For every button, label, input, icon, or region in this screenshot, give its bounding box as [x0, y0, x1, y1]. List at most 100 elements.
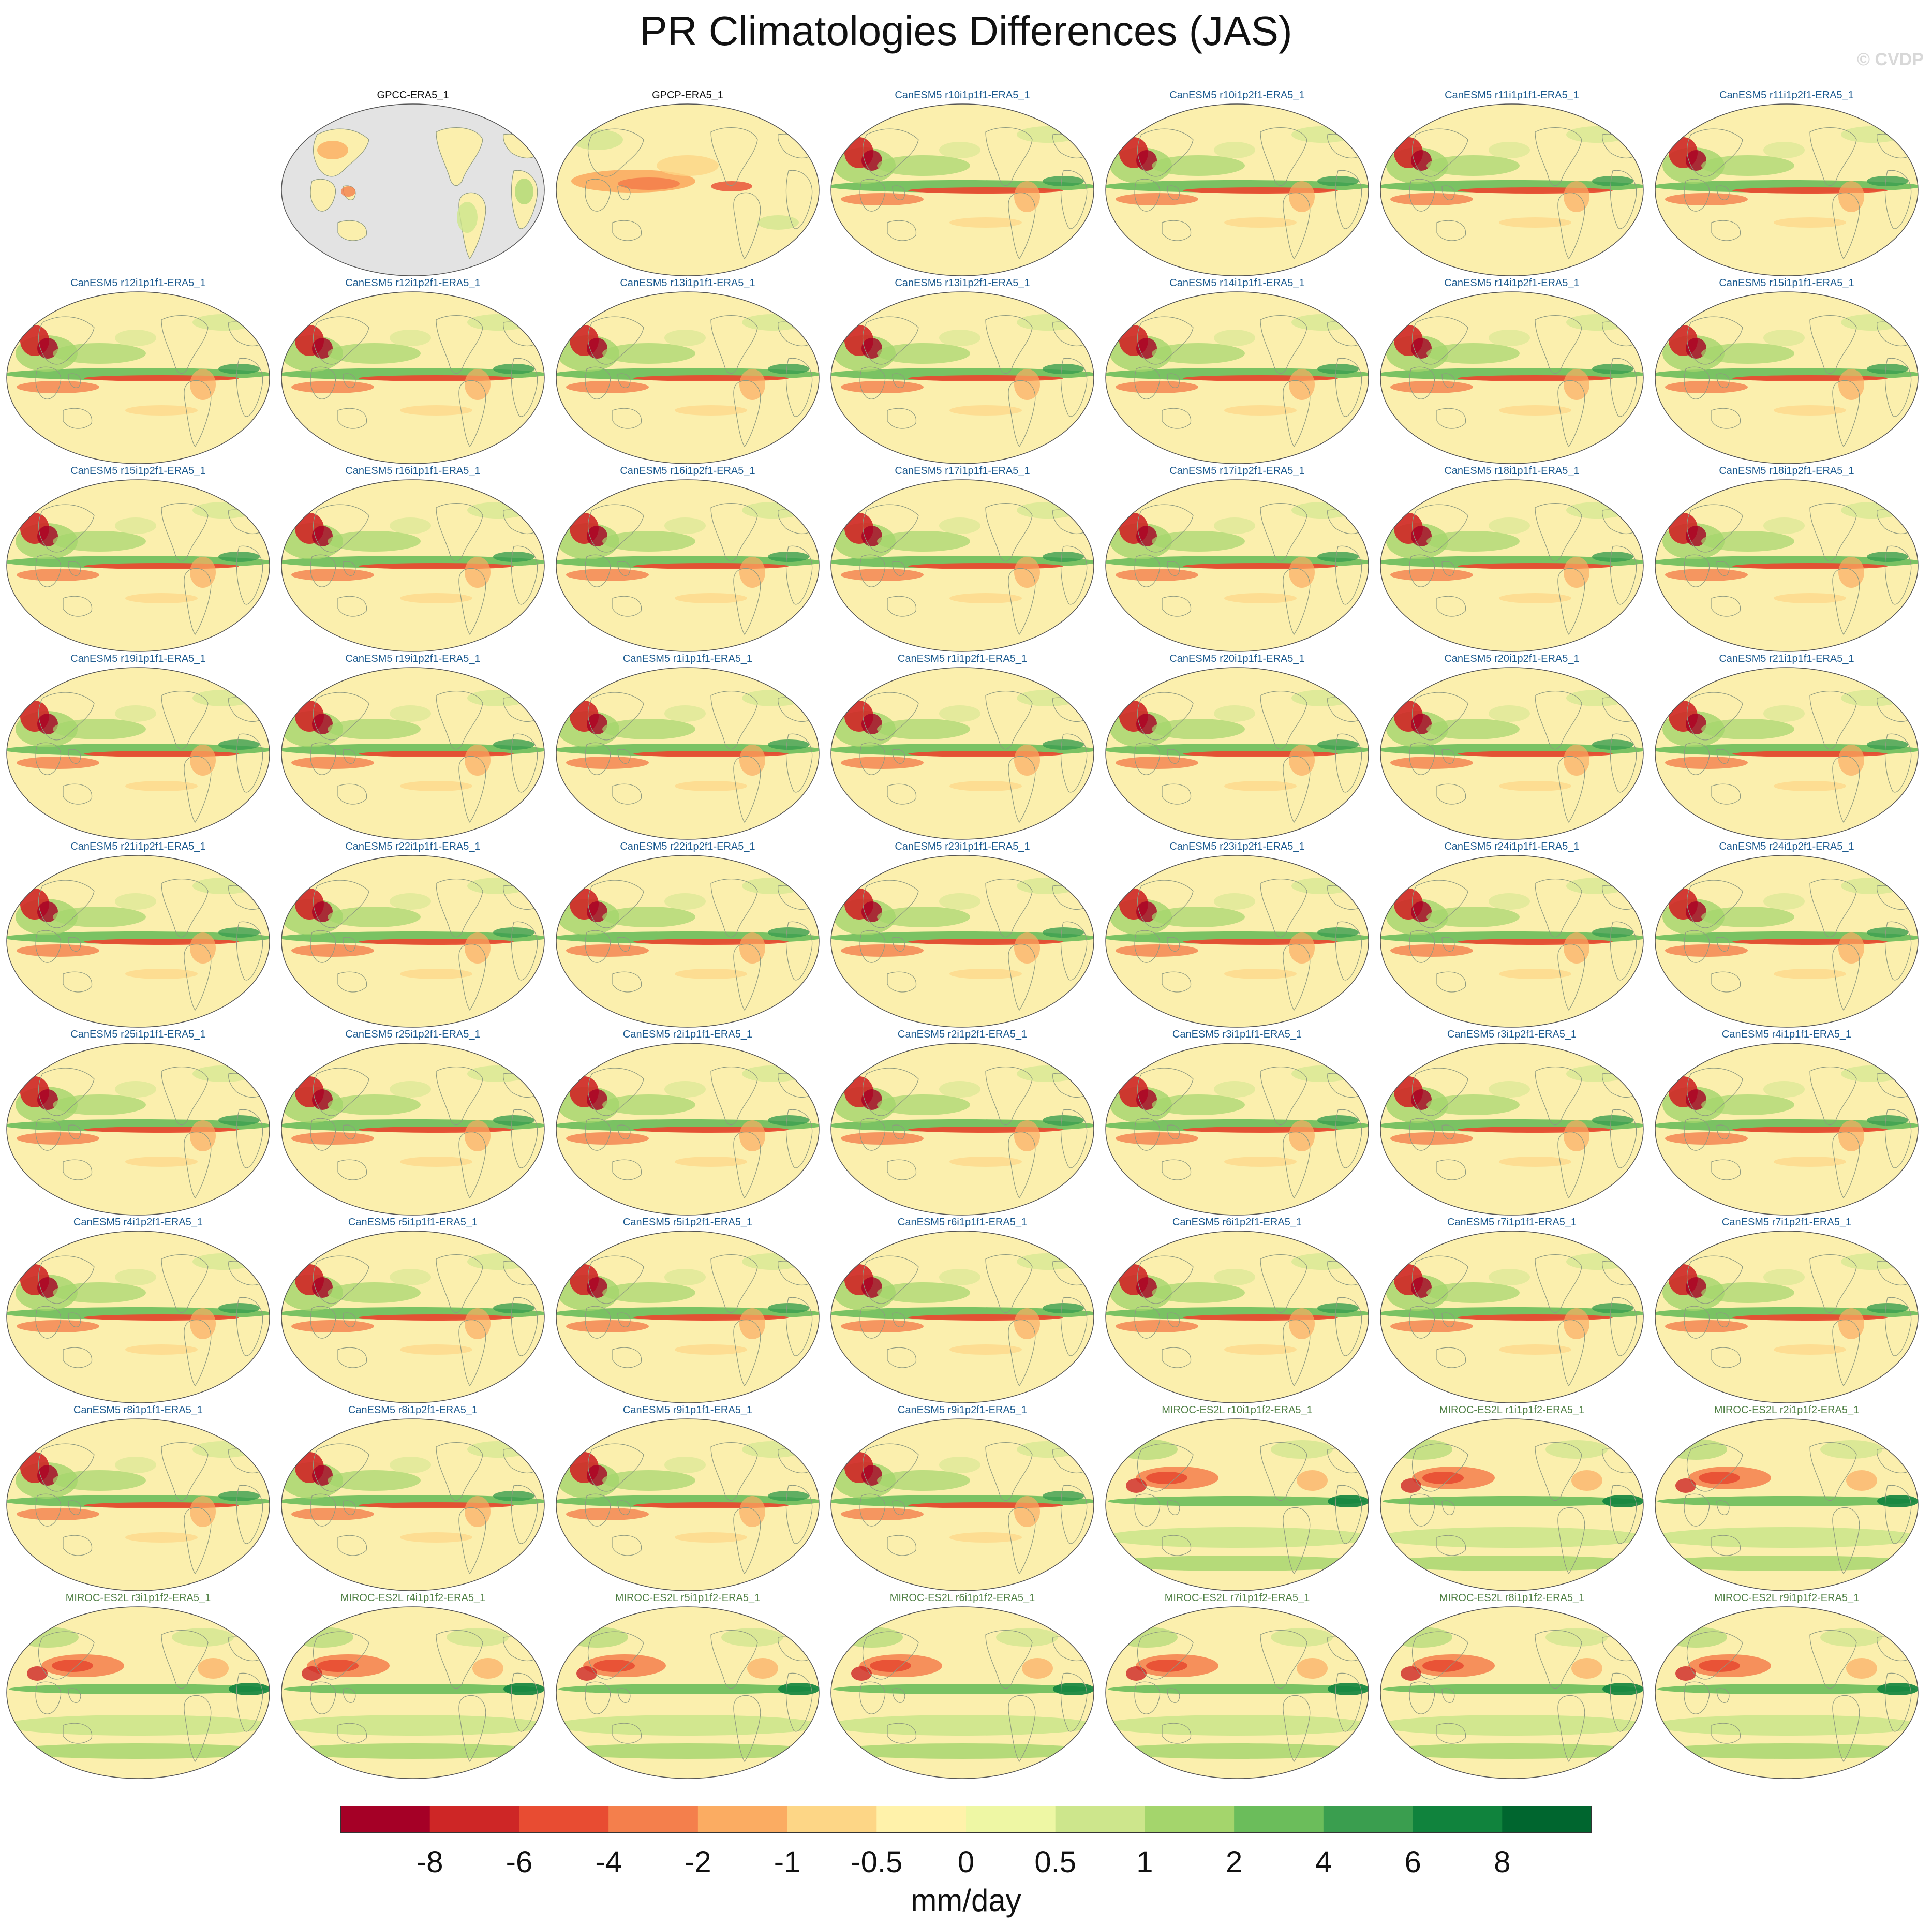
map-panel: CanESM5 r1i1p2f1-ERA5_1: [825, 651, 1099, 840]
precip-difference-map: [830, 291, 1094, 464]
map-panel-title: CanESM5 r5i1p2f1-ERA5_1: [622, 1217, 753, 1228]
map-panel-title: CanESM5 r24i1p2f1-ERA5_1: [1719, 841, 1854, 852]
map-panel-title: CanESM5 r19i1p1f1-ERA5_1: [70, 653, 206, 664]
map-panel-title: CanESM5 r12i1p1f1-ERA5_1: [70, 277, 206, 289]
colorbar-tick-label: -8: [417, 1845, 443, 1879]
map-panel: MIROC-ES2L r6i1p1f2-ERA5_1: [825, 1591, 1099, 1779]
colorbar-swatch: [1234, 1806, 1324, 1833]
map-panel: CanESM5 r20i1p2f1-ERA5_1: [1375, 651, 1649, 840]
map-panel: CanESM5 r6i1p1f1-ERA5_1: [825, 1215, 1099, 1403]
map-panel: CanESM5 r16i1p1f1-ERA5_1: [276, 464, 550, 652]
map-panel: CanESM5 r9i1p2f1-ERA5_1: [825, 1403, 1099, 1591]
map-panel-title: CanESM5 r6i1p1f1-ERA5_1: [897, 1217, 1028, 1228]
map-panel: CanESM5 r17i1p1f1-ERA5_1: [825, 464, 1099, 652]
precip-difference-map: [1380, 1418, 1644, 1591]
map-panel-title: GPCC-ERA5_1: [377, 90, 449, 101]
precip-difference-map: [281, 479, 545, 652]
map-panel: CanESM5 r12i1p2f1-ERA5_1: [276, 276, 550, 464]
precip-difference-map: [1380, 1043, 1644, 1216]
precip-difference-map: [6, 1231, 270, 1403]
map-panel: CanESM5 r14i1p2f1-ERA5_1: [1375, 276, 1649, 464]
map-panel-title: CanESM5 r4i1p1f1-ERA5_1: [1721, 1029, 1852, 1040]
map-panel: CanESM5 r15i1p1f1-ERA5_1: [1649, 276, 1924, 464]
precip-difference-map: [830, 479, 1094, 652]
map-panel: CanESM5 r4i1p1f1-ERA5_1: [1649, 1027, 1924, 1216]
precip-difference-map: [281, 667, 545, 840]
map-panel: MIROC-ES2L r4i1p1f2-ERA5_1: [276, 1591, 550, 1779]
map-panel-title: MIROC-ES2L r8i1p1f2-ERA5_1: [1439, 1592, 1585, 1604]
map-panel: CanESM5 r7i1p2f1-ERA5_1: [1649, 1215, 1924, 1403]
precip-difference-map: [556, 667, 820, 840]
map-panel-title: CanESM5 r2i1p1f1-ERA5_1: [622, 1029, 753, 1040]
precip-difference-map: [1655, 1043, 1919, 1216]
map-panel-title: CanESM5 r10i1p1f1-ERA5_1: [895, 90, 1030, 101]
colorbar-swatch: [1145, 1806, 1235, 1833]
precip-difference-map: [1380, 1231, 1644, 1403]
precip-difference-map: [1655, 1231, 1919, 1403]
precip-difference-map: [6, 1606, 270, 1779]
map-panel: CanESM5 r3i1p2f1-ERA5_1: [1375, 1027, 1649, 1216]
map-panel-title: MIROC-ES2L r6i1p1f2-ERA5_1: [889, 1592, 1035, 1604]
map-panel-title: CanESM5 r21i1p2f1-ERA5_1: [70, 841, 206, 852]
map-panel-title: CanESM5 r1i1p1f1-ERA5_1: [622, 653, 753, 664]
precip-difference-map: [6, 1418, 270, 1591]
map-panel: CanESM5 r24i1p2f1-ERA5_1: [1649, 839, 1924, 1028]
map-panel-title: CanESM5 r8i1p1f1-ERA5_1: [73, 1404, 203, 1416]
precip-difference-map: [281, 291, 545, 464]
precip-difference-map: [1655, 1418, 1919, 1591]
precip-difference-map: [556, 1418, 820, 1591]
colorbar-tick-label: -2: [685, 1845, 711, 1879]
map-panel-title: CanESM5 r25i1p2f1-ERA5_1: [345, 1029, 481, 1040]
map-panel: MIROC-ES2L r2i1p1f2-ERA5_1: [1649, 1403, 1924, 1591]
precip-difference-map: [281, 855, 545, 1028]
colorbar-swatch: [429, 1806, 519, 1833]
map-panel: CanESM5 r21i1p2f1-ERA5_1: [1, 839, 275, 1028]
map-panel: CanESM5 r16i1p2f1-ERA5_1: [551, 464, 825, 652]
precip-difference-map: [1655, 855, 1919, 1028]
map-panel-title: CanESM5 r10i1p2f1-ERA5_1: [1169, 90, 1305, 101]
precip-difference-map: [556, 291, 820, 464]
map-panel: CanESM5 r5i1p2f1-ERA5_1: [551, 1215, 825, 1403]
precip-difference-map: [1380, 855, 1644, 1028]
colorbar-swatch: [1323, 1806, 1414, 1833]
map-panel: CanESM5 r15i1p2f1-ERA5_1: [1, 464, 275, 652]
map-panel-title: CanESM5 r8i1p2f1-ERA5_1: [348, 1404, 478, 1416]
colorbar-tick-label: 4: [1315, 1845, 1332, 1879]
map-panel-title: MIROC-ES2L r1i1p1f2-ERA5_1: [1439, 1404, 1585, 1416]
colorbar-swatch: [340, 1806, 430, 1833]
map-panel: CanESM5 r8i1p1f1-ERA5_1: [1, 1403, 275, 1591]
map-panel: CanESM5 r23i1p1f1-ERA5_1: [825, 839, 1099, 1028]
precip-difference-map: [281, 1043, 545, 1216]
colorbar-tick-label: -4: [595, 1845, 622, 1879]
map-panel: CanESM5 r10i1p2f1-ERA5_1: [1100, 88, 1374, 276]
precip-difference-map: [1655, 1606, 1919, 1779]
map-panel-title: CanESM5 r2i1p2f1-ERA5_1: [897, 1029, 1028, 1040]
map-panel: MIROC-ES2L r7i1p1f2-ERA5_1: [1100, 1591, 1374, 1779]
map-panel: GPCC-ERA5_1: [276, 88, 550, 276]
map-panel-title: MIROC-ES2L r2i1p1f2-ERA5_1: [1714, 1404, 1860, 1416]
colorbar-tick-label: -0.5: [851, 1845, 902, 1879]
map-panel: CanESM5 r1i1p1f1-ERA5_1: [551, 651, 825, 840]
precip-difference-map: [1380, 291, 1644, 464]
map-panel-title: CanESM5 r23i1p2f1-ERA5_1: [1169, 841, 1305, 852]
map-panel: CanESM5 r2i1p1f1-ERA5_1: [551, 1027, 825, 1216]
precip-difference-map: [830, 667, 1094, 840]
map-panel-title: MIROC-ES2L r5i1p1f2-ERA5_1: [615, 1592, 761, 1604]
precip-difference-map: [830, 103, 1094, 276]
precip-difference-map: [281, 1606, 545, 1779]
map-panel: CanESM5 r18i1p2f1-ERA5_1: [1649, 464, 1924, 652]
colorbar-swatch: [876, 1806, 967, 1833]
colorbar-swatch: [966, 1806, 1056, 1833]
colorbar-swatch: [519, 1806, 609, 1833]
colorbar-tick-label: 1: [1136, 1845, 1153, 1879]
precip-difference-map: [1105, 1231, 1369, 1403]
precip-difference-map: [830, 855, 1094, 1028]
precip-difference-map: [281, 1231, 545, 1403]
precip-difference-map: [556, 1606, 820, 1779]
precip-difference-map: [556, 1043, 820, 1216]
map-panel-title: CanESM5 r12i1p2f1-ERA5_1: [345, 277, 481, 289]
colorbar-tick-label: 6: [1404, 1845, 1421, 1879]
map-panel: CanESM5 r11i1p1f1-ERA5_1: [1375, 88, 1649, 276]
precip-difference-map: [1655, 103, 1919, 276]
map-panel-title: CanESM5 r9i1p1f1-ERA5_1: [622, 1404, 753, 1416]
